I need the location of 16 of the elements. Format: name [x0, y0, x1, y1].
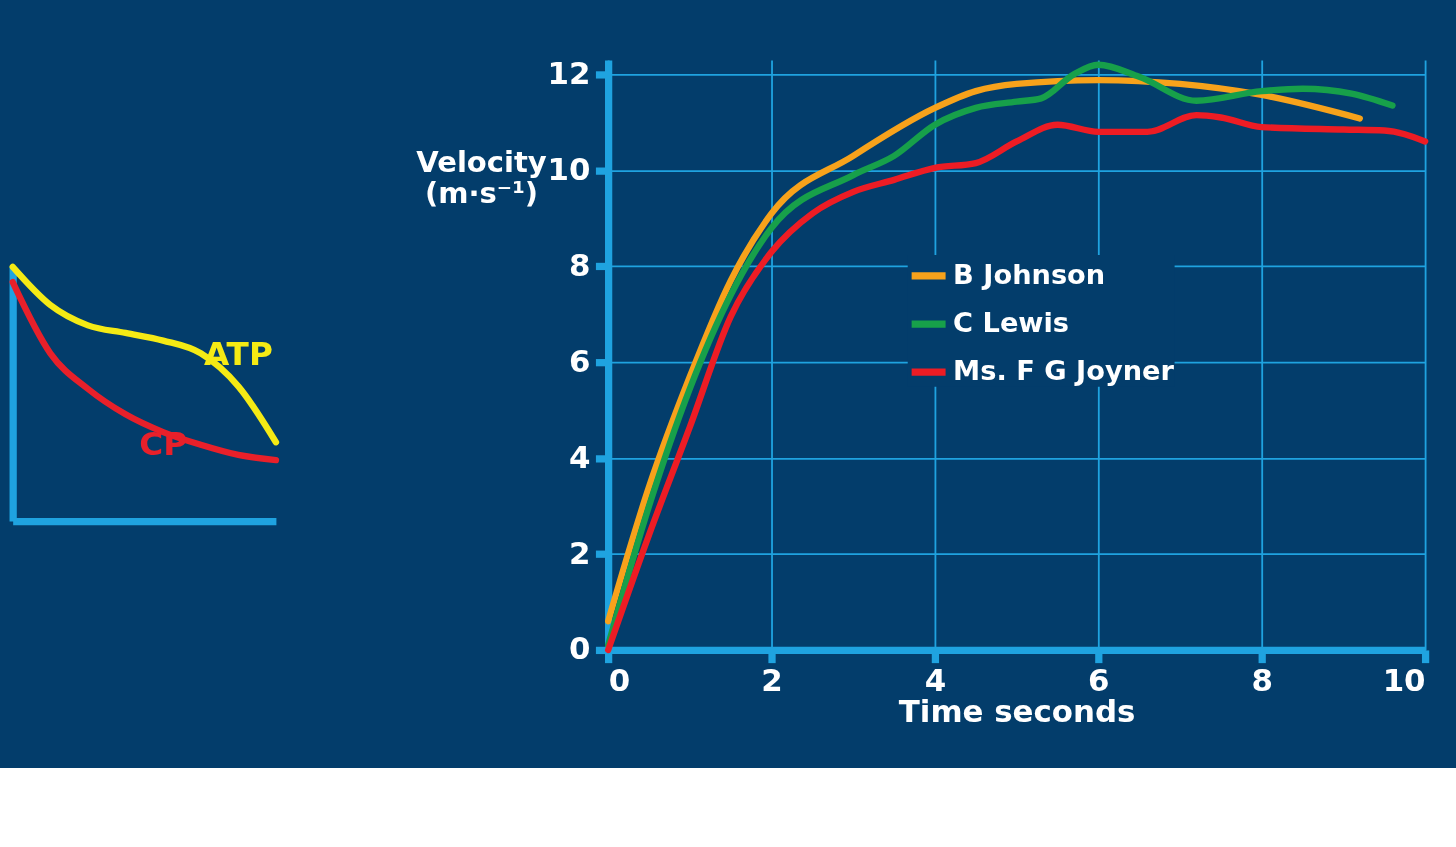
- y-tick-label: 6: [568, 342, 591, 379]
- legend-label: Ms. F G Joyner: [953, 355, 1175, 387]
- x-tick-label: 2: [761, 662, 783, 699]
- y-tick-label: 10: [547, 150, 591, 187]
- y-tick-label: 12: [547, 54, 591, 91]
- y-axis-title: Velocity (m·s⁻¹): [416, 145, 547, 210]
- y-tick-label: 8: [568, 246, 591, 283]
- y-tick-label: 2: [568, 534, 591, 571]
- legend-label: B Johnson: [953, 259, 1106, 291]
- series-label: ATP: [203, 335, 273, 374]
- y-tick-label: 0: [568, 630, 591, 667]
- legend-label: C Lewis: [953, 307, 1070, 339]
- x-tick-label: 0: [608, 662, 631, 699]
- x-tick-label: 10: [1382, 662, 1426, 699]
- y-tick-label: 4: [568, 438, 591, 475]
- x-tick-label: 8: [1251, 662, 1273, 699]
